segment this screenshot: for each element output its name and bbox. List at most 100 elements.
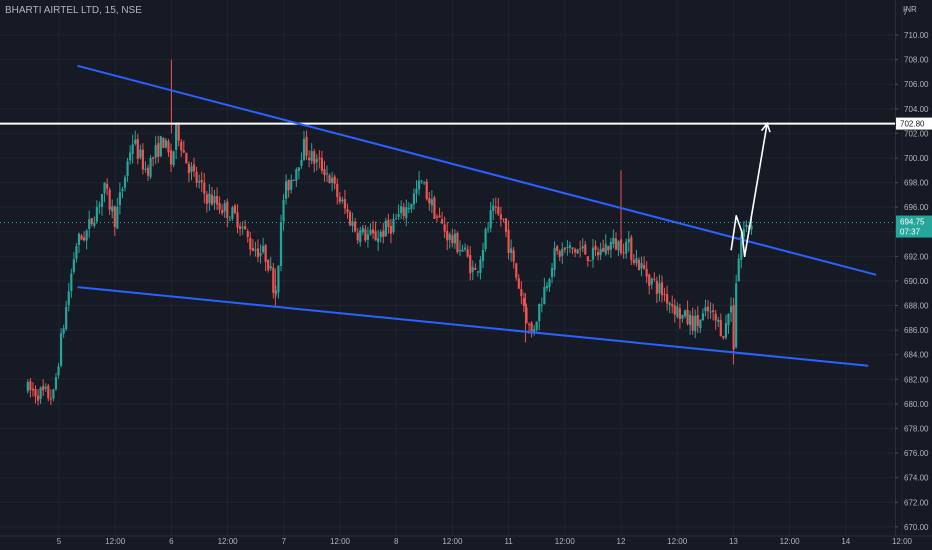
candle-body	[379, 231, 382, 238]
candle-body	[584, 244, 587, 255]
candle-body	[469, 255, 472, 274]
candle-body	[461, 249, 464, 252]
candle-body	[727, 313, 730, 326]
candle-body	[290, 179, 293, 190]
candle-body	[722, 336, 725, 338]
candle-body	[425, 181, 428, 200]
candle-body	[599, 249, 602, 256]
candle-body	[548, 279, 551, 288]
candle-body	[742, 229, 745, 237]
candle-body	[162, 137, 165, 148]
candle-body	[295, 169, 298, 181]
candle-body	[292, 179, 295, 181]
candle-body	[709, 311, 712, 313]
candle-body	[180, 141, 183, 151]
candle-body	[729, 306, 733, 313]
y-tick-label: 710.00	[904, 31, 929, 40]
candle-body	[159, 136, 162, 156]
x-tick-label: 14	[841, 537, 850, 546]
y-tick-label: 690.00	[904, 277, 929, 286]
candle-body	[221, 210, 224, 214]
candle-body	[213, 196, 216, 203]
candle-body	[167, 141, 170, 153]
candle-body	[343, 199, 347, 209]
candle-body	[492, 205, 495, 211]
candle-body	[228, 219, 231, 221]
candle-body	[632, 259, 635, 263]
x-tick-label: 6	[169, 537, 174, 546]
candle-body	[417, 180, 421, 190]
candle-body	[435, 216, 439, 218]
trendline-lower	[77, 286, 869, 367]
candle-body	[543, 287, 546, 304]
candle-body	[750, 225, 753, 230]
candle-body	[681, 314, 684, 319]
candle-body	[384, 220, 387, 237]
candle-body	[287, 180, 290, 191]
candle-body	[533, 329, 536, 333]
x-tick-label: 12:00	[780, 537, 801, 546]
candle-body	[164, 139, 168, 148]
candle-body	[400, 205, 403, 213]
candle-body	[706, 306, 710, 312]
candle-body	[420, 180, 423, 182]
candle-body	[210, 194, 214, 205]
candle-body	[686, 309, 689, 324]
candle-body	[126, 161, 129, 176]
candle-body	[556, 246, 559, 251]
candle-body	[512, 250, 515, 262]
x-tick-label: 12:00	[105, 537, 126, 546]
candle-body	[635, 258, 638, 264]
candle-body	[671, 304, 674, 307]
candle-body	[612, 237, 615, 244]
x-tick-label: 12:00	[667, 537, 688, 546]
candle-body	[356, 232, 359, 241]
candle-body	[141, 149, 145, 170]
candle-body	[410, 204, 413, 210]
candle-body	[428, 198, 431, 204]
candle-body	[129, 152, 132, 161]
candle-body	[98, 205, 101, 207]
candle-body	[724, 323, 728, 338]
candle-body	[510, 248, 513, 253]
candle-body	[402, 207, 405, 216]
candle-body	[704, 307, 707, 312]
candle-body	[446, 230, 449, 241]
candle-body	[484, 229, 487, 250]
candle-body	[489, 210, 492, 229]
candle-body	[39, 387, 42, 399]
y-tick-label: 680.00	[904, 400, 929, 409]
candle-body	[433, 197, 436, 219]
candle-body	[627, 239, 630, 243]
trendline-upper	[77, 64, 877, 276]
candle-body	[550, 268, 554, 278]
candle-body	[336, 183, 339, 198]
candle-body	[131, 144, 134, 154]
target-price-tag-label: 702.80	[900, 120, 925, 129]
y-tick-label: 684.00	[904, 351, 929, 360]
candles	[26, 59, 753, 406]
candle-body	[256, 248, 260, 258]
candle-body	[146, 167, 150, 176]
candle-body	[515, 263, 518, 278]
candle-body	[77, 233, 81, 245]
y-tick-label: 704.00	[904, 105, 929, 114]
candle-body	[359, 230, 362, 243]
candle-body	[691, 315, 694, 331]
candle-body	[282, 199, 285, 222]
candle-body	[333, 176, 336, 184]
candle-body	[571, 247, 574, 250]
y-tick-label: 688.00	[904, 302, 929, 311]
candle-body	[440, 219, 444, 224]
candle-body	[100, 193, 104, 207]
candle-body	[545, 285, 549, 289]
y-tick-label: 698.00	[904, 179, 929, 188]
current-price-tag	[896, 215, 932, 238]
candle-body	[596, 251, 600, 256]
candle-body	[581, 246, 584, 249]
candle-body	[310, 151, 313, 162]
y-tick-label: 670.00	[904, 523, 929, 532]
x-tick-label: 8	[394, 537, 399, 546]
